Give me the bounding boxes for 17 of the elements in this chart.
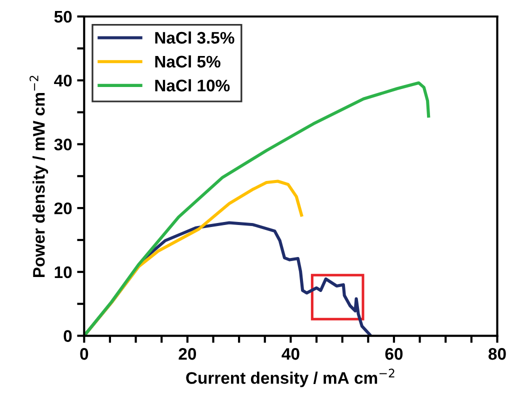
y-tick-label: 10 [54,266,72,278]
y-tick-label: 40 [54,74,72,87]
y-tick-label: 0 [64,330,72,342]
legend-label: NaCl 10% [155,79,230,92]
x-tick-label: 60 [385,348,403,360]
line-series [84,81,430,336]
x-tick-label: 80 [488,348,506,360]
y-axis-title: Power density / mW cm$^{−2}$ [30,76,48,278]
legend-label: NaCl 5% [155,55,220,68]
legend-label: NaCl 3.5% [155,31,234,44]
x-tick-label: 0 [80,348,88,360]
x-tick-label: 20 [178,348,196,360]
y-tick-label: 50 [54,10,72,23]
x-axis-title: Current density / mA cm$^{−2}$ [186,368,394,388]
y-tick-label: 20 [54,202,72,214]
y-tick-label: 30 [54,138,72,150]
x-tick-label: 40 [282,348,300,360]
